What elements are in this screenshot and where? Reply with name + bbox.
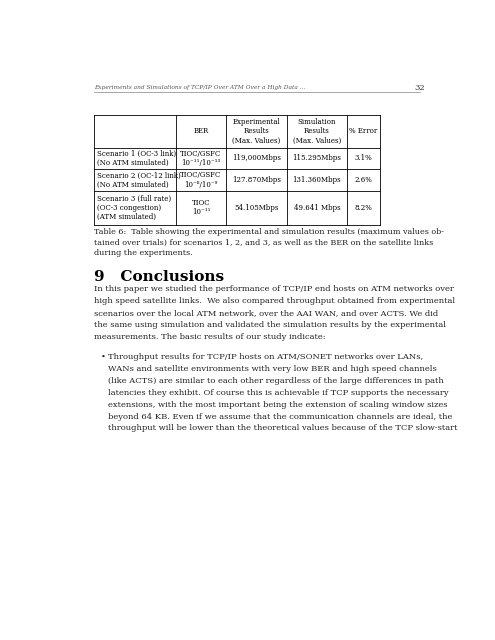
Text: extensions, with the most important being the extension of scaling window sizes: extensions, with the most important bein… — [108, 401, 448, 408]
Text: Experimental
Results
(Max. Values): Experimental Results (Max. Values) — [232, 118, 281, 145]
Text: 2.6%: 2.6% — [354, 176, 372, 184]
Text: 119,000Mbps: 119,000Mbps — [232, 154, 281, 163]
Text: TIOC/GSFC
10⁻⁸/10⁻⁹: TIOC/GSFC 10⁻⁸/10⁻⁹ — [180, 172, 222, 189]
Text: 3.1%: 3.1% — [354, 154, 372, 163]
Text: Scenario 2 (OC-12 link)
(No ATM simulated): Scenario 2 (OC-12 link) (No ATM simulate… — [97, 172, 181, 189]
Text: TIOC
10⁻¹¹: TIOC 10⁻¹¹ — [192, 199, 210, 216]
Text: Experiments and Simulations of TCP/IP Over ATM Over a High Data ...: Experiments and Simulations of TCP/IP Ov… — [95, 85, 306, 90]
Text: Simulation
Results
(Max. Values): Simulation Results (Max. Values) — [293, 118, 341, 145]
Text: throughput will be lower than the theoretical values because of the TCP slow-sta: throughput will be lower than the theore… — [108, 424, 458, 433]
Text: Scenario 3 (full rate)
(OC-3 congestion)
(ATM simulated): Scenario 3 (full rate) (OC-3 congestion)… — [97, 195, 171, 221]
Text: 9   Conclusions: 9 Conclusions — [95, 270, 225, 284]
Text: latencies they exhibit. Of course this is achievable if TCP supports the necessa: latencies they exhibit. Of course this i… — [108, 388, 449, 397]
Text: measurements. The basic results of our study indicate:: measurements. The basic results of our s… — [95, 333, 326, 341]
Text: 115.295Mbps: 115.295Mbps — [293, 154, 341, 163]
Text: 49.641 Mbps: 49.641 Mbps — [294, 204, 340, 212]
Text: In this paper we studied the performance of TCP/IP end hosts on ATM networks ove: In this paper we studied the performance… — [95, 285, 454, 294]
Text: Throughput results for TCP/IP hosts on ATM/SONET networks over LANs,: Throughput results for TCP/IP hosts on A… — [108, 353, 424, 361]
Text: BER: BER — [194, 127, 208, 136]
Text: beyond 64 KB. Even if we assume that the communication channels are ideal, the: beyond 64 KB. Even if we assume that the… — [108, 413, 453, 420]
Text: TIOC/GSFC
10⁻¹¹/10⁻¹³: TIOC/GSFC 10⁻¹¹/10⁻¹³ — [180, 150, 222, 167]
Text: 8.2%: 8.2% — [354, 204, 372, 212]
Text: % Error: % Error — [349, 127, 378, 136]
Text: (like ACTS) are similar to each other regardless of the large differences in pat: (like ACTS) are similar to each other re… — [108, 377, 444, 385]
Text: Scenario 1 (OC-3 link)
(No ATM simulated): Scenario 1 (OC-3 link) (No ATM simulated… — [97, 150, 176, 167]
Text: 131.360Mbps: 131.360Mbps — [293, 176, 341, 184]
Text: •: • — [100, 353, 105, 361]
Text: scenarios over the local ATM network, over the AAI WAN, and over ACTS. We did: scenarios over the local ATM network, ov… — [95, 309, 439, 317]
Text: high speed satellite links.  We also compared throughput obtained from experimen: high speed satellite links. We also comp… — [95, 298, 455, 305]
Text: 32: 32 — [415, 84, 425, 92]
Text: the same using simulation and validated the simulation results by the experiment: the same using simulation and validated … — [95, 321, 446, 329]
Text: Table 6:  Table showing the experimental and simulation results (maximum values : Table 6: Table showing the experimental … — [95, 228, 445, 257]
Text: 127.870Mbps: 127.870Mbps — [232, 176, 281, 184]
Text: 54.105Mbps: 54.105Mbps — [234, 204, 279, 212]
Text: WANs and satellite environments with very low BER and high speed channels: WANs and satellite environments with ver… — [108, 365, 437, 372]
